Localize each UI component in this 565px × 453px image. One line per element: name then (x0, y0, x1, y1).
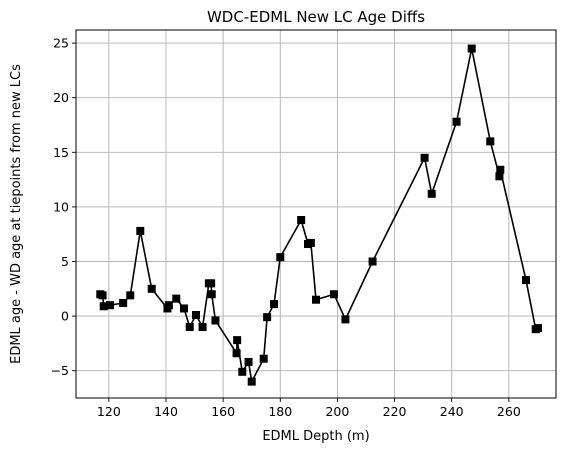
series-layer (96, 44, 542, 386)
data-point (164, 301, 173, 310)
data-point (496, 165, 505, 174)
data-point (263, 313, 272, 322)
data-point (495, 172, 504, 181)
x-tick-label: 220 (383, 404, 407, 419)
data-point (420, 153, 429, 162)
data-point (106, 301, 114, 310)
data-point (233, 336, 242, 345)
data-point (467, 44, 476, 53)
data-point (211, 316, 220, 325)
chart-title: WDC-EDML New LC Age Diffs (207, 8, 425, 26)
data-point (247, 377, 256, 386)
data-point (172, 294, 181, 303)
data-point (270, 300, 278, 309)
x-tick-label: 120 (97, 404, 121, 419)
x-tick-label: 200 (325, 404, 349, 419)
y-tick-label: −5 (51, 363, 69, 378)
data-point (192, 311, 200, 320)
data-point (297, 216, 306, 225)
data-point (276, 253, 285, 262)
plot-frame (75, 29, 557, 399)
data-point (136, 226, 145, 235)
y-tick-label: 25 (53, 36, 69, 51)
x-tick-label: 260 (497, 404, 521, 419)
data-point (522, 276, 530, 285)
x-tick-label: 180 (268, 404, 292, 419)
data-point (486, 137, 495, 146)
x-tick-label: 240 (440, 404, 464, 419)
data-point (180, 304, 188, 313)
data-point (232, 349, 241, 358)
data-point (207, 290, 216, 299)
x-tick-label: 160 (211, 404, 235, 419)
data-point (427, 189, 436, 198)
data-point (330, 290, 338, 299)
data-point (119, 298, 128, 307)
data-point (306, 238, 315, 247)
y-tick-label: 0 (61, 309, 69, 324)
data-point (207, 279, 216, 288)
data-point (126, 291, 135, 300)
data-point (534, 324, 542, 333)
data-point (452, 117, 461, 126)
y-tick-label: 20 (53, 90, 69, 105)
data-point (259, 354, 268, 363)
data-point (99, 302, 108, 311)
data-point (368, 257, 377, 266)
data-point (147, 284, 156, 293)
data-point (244, 357, 253, 366)
x-axis-label: EDML Depth (m) (262, 429, 369, 444)
grid (76, 30, 556, 398)
data-point (341, 315, 350, 324)
y-tick-label: 10 (53, 199, 69, 214)
axis-ticks: 120 140 160 180 200 220 240 260 −5 0 5 10 15 20 25 (51, 36, 521, 419)
y-axis-label: EDML age - WD age at tiepoints from new … (9, 64, 24, 364)
y-tick-label: 5 (61, 254, 69, 269)
data-point (312, 295, 320, 304)
data-point (238, 367, 247, 376)
data-point (98, 291, 107, 300)
y-tick-label: 15 (53, 145, 69, 160)
x-tick-label: 140 (154, 404, 178, 419)
data-point (198, 323, 207, 332)
data-point (185, 323, 194, 332)
